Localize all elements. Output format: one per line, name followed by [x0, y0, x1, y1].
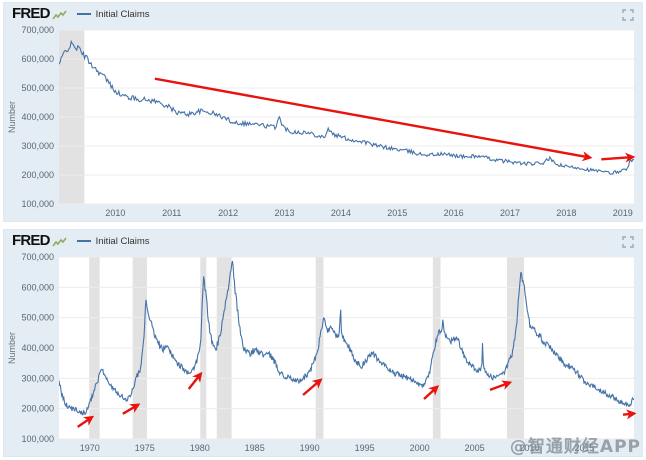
- panel-header: FRED Initial Claims: [4, 3, 642, 25]
- fred-logo: FRED: [12, 5, 50, 22]
- x-axis-tick-label: 1975: [135, 443, 155, 453]
- x-axis-tick-label: 2016: [444, 208, 464, 218]
- trend-arrow-annotation: [622, 409, 637, 420]
- y-axis-tick-label: 600,000: [21, 282, 54, 292]
- x-axis-tick-label: 2019: [613, 208, 633, 218]
- legend-label: Initial Claims: [95, 235, 150, 247]
- y-axis-tick-label: 300,000: [21, 373, 54, 383]
- x-axis-tick-label: 1970: [80, 443, 100, 453]
- legend-line-sample-icon: [76, 13, 91, 15]
- legend: Initial Claims: [76, 235, 150, 247]
- x-axis-tick-label: 2013: [274, 208, 294, 218]
- trend-arrow-annotation: [302, 378, 323, 396]
- trend-arrow-annotation: [423, 385, 440, 400]
- x-axis-tick-label: 2011: [162, 208, 181, 218]
- y-axis-tick-label: 500,000: [21, 83, 54, 93]
- legend-line-sample-icon: [76, 240, 91, 242]
- legend-label: Initial Claims: [95, 8, 150, 20]
- x-axis-tick-label: 2018: [556, 208, 576, 218]
- panel-header: FRED Initial Claims: [4, 230, 642, 252]
- y-axis-title: Number: [7, 101, 17, 133]
- y-axis-tick-label: 700,000: [21, 252, 54, 262]
- initial-claims-series-line: [59, 39, 634, 175]
- y-axis-tick-label: 200,000: [21, 404, 54, 414]
- y-axis-title: Number: [7, 332, 17, 364]
- x-axis-tick-label: 1980: [190, 443, 210, 453]
- y-axis-tick-label: 100,000: [21, 434, 54, 444]
- y-axis-tick-label: 600,000: [21, 54, 54, 64]
- initial-claims-series-line: [59, 260, 634, 416]
- y-axis-tick-label: 400,000: [21, 112, 54, 122]
- y-axis-tick-label: 100,000: [21, 199, 54, 209]
- trend-arrow-annotation: [601, 152, 636, 163]
- y-axis-tick-label: 500,000: [21, 313, 54, 323]
- x-axis-tick-label: 2012: [218, 208, 238, 218]
- y-axis-tick-label: 700,000: [21, 25, 54, 35]
- fred-sparkline-icon: [52, 10, 67, 19]
- fred-sparkline-icon: [52, 237, 67, 246]
- y-axis-tick-label: 200,000: [21, 170, 54, 180]
- x-axis-tick-label: 1990: [300, 443, 320, 453]
- chart-panel-recent: FRED Initial Claims 100,000 200,000 300,00…: [3, 2, 643, 222]
- x-axis-tick-label: 2000: [410, 443, 430, 453]
- legend: Initial Claims: [76, 8, 150, 20]
- initial-claims-chart-1967-2019: 100,000 200,000 300,000 400,000 500,000 600,0…: [7, 252, 637, 453]
- x-axis-tick-label: 1995: [355, 443, 375, 453]
- fred-logo: FRED: [12, 232, 50, 249]
- x-axis-tick-label: 2010: [520, 443, 540, 453]
- y-axis-tick-label: 400,000: [21, 343, 54, 353]
- trend-arrow-annotation: [122, 403, 141, 415]
- x-axis-tick-label: 2017: [500, 208, 520, 218]
- x-axis-tick-label: 2015: [575, 443, 595, 453]
- x-axis-tick-label: 2010: [105, 208, 125, 218]
- y-axis-tick-label: 300,000: [21, 141, 54, 151]
- trend-arrow-annotation: [154, 77, 593, 162]
- initial-claims-chart-2009-2019: 100,000 200,000 300,000 400,000 500,000 600,0…: [7, 25, 636, 218]
- trend-arrow-annotation: [489, 380, 513, 391]
- x-axis-tick-label: 2015: [387, 208, 407, 218]
- x-axis-tick-label: 2005: [465, 443, 485, 453]
- x-axis-tick-label: 2014: [331, 208, 351, 218]
- trend-arrow-annotation: [77, 415, 95, 428]
- chart-panel-history: FRED Initial Claims 100,000 200,000 300,00…: [3, 229, 643, 457]
- watermark: @智通财经APP: [509, 437, 641, 457]
- trend-arrow-annotation: [187, 371, 203, 390]
- x-axis-tick-label: 1985: [245, 443, 265, 453]
- expand-icon[interactable]: [622, 235, 634, 248]
- expand-icon[interactable]: [622, 8, 634, 21]
